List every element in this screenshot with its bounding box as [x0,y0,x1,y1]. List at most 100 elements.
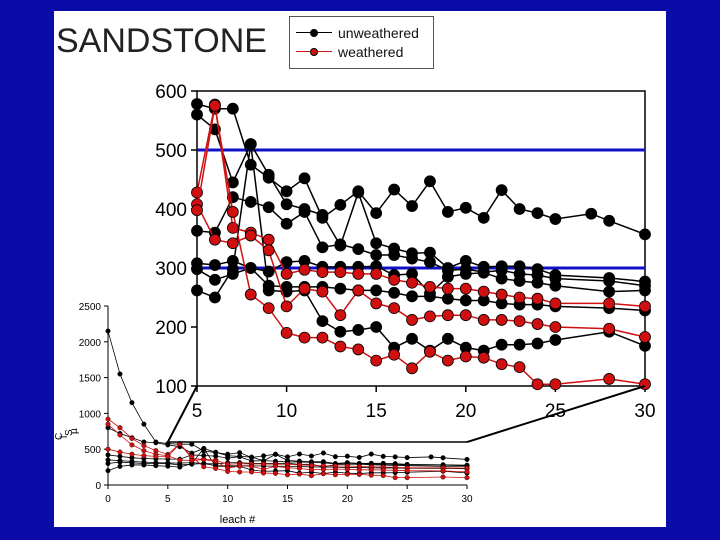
main-point-unweathered [513,338,526,351]
main-point-unweathered [388,249,401,261]
inset-point-unweathered [105,468,111,474]
inset-point-weathered [237,469,243,475]
inset-y-tick-label: 1000 [79,409,102,420]
inset-point-weathered [117,449,123,455]
inset-point-unweathered [440,455,446,461]
inset-point-weathered [141,448,147,454]
main-point-weathered [316,285,329,298]
main-point-unweathered [334,325,347,338]
main-point-weathered [406,314,418,326]
inset-series-line-unweathered [107,459,468,468]
main-point-weathered [316,331,329,344]
main-point-unweathered [209,259,221,271]
inset-point-unweathered [165,442,171,448]
main-point-weathered [280,300,293,313]
inset-point-weathered [320,466,326,472]
main-point-weathered [603,297,616,310]
inset-x-tick-label: 5 [165,494,171,505]
main-point-weathered [459,350,472,363]
main-point-unweathered [513,275,526,287]
main-point-unweathered [531,276,544,289]
main-point-weathered [388,348,401,361]
main-point-unweathered [406,252,418,265]
main-point-weathered [280,326,293,339]
main-point-unweathered [549,334,562,346]
main-point-unweathered [370,207,383,220]
legend-label-weathered: weathered [338,44,404,60]
main-point-unweathered [441,332,454,345]
main-point-unweathered [191,284,203,297]
main-point-weathered [477,314,490,326]
inset-point-unweathered [428,454,434,460]
legend: unweathered weathered [289,16,434,69]
inset-point-weathered [129,442,135,448]
main-point-unweathered [459,267,472,280]
inset-point-weathered [464,469,470,475]
inset-x-tick-label: 15 [282,494,294,505]
inset-series-line-weathered [107,423,468,473]
zoom-connector-left [166,385,198,443]
inset-point-weathered [213,465,219,471]
inset-point-weathered [273,463,279,469]
main-point-unweathered [441,206,454,218]
main-point-unweathered [262,284,275,297]
inset-point-weathered [404,475,410,481]
main-point-weathered [370,354,383,367]
main-point-weathered [334,309,347,322]
main-point-weathered [639,331,651,343]
inset-point-weathered [308,473,314,479]
inset-point-unweathered [237,454,243,460]
inset-point-weathered [237,463,243,469]
inset-point-weathered [177,457,183,463]
main-x-tick-label: 10 [276,401,297,422]
inset-x-axis-label: leach # [220,514,256,526]
main-y-tick-label: 300 [155,259,187,280]
main-point-unweathered [639,228,651,241]
main-point-unweathered [191,224,203,237]
zoom-connector-right [466,385,646,443]
main-point-unweathered [209,291,221,304]
inset-point-weathered [332,466,338,472]
inset-point-weathered [165,454,171,460]
main-point-weathered [513,361,526,374]
inset-point-weathered [105,421,111,427]
main-point-unweathered [370,237,383,250]
inset-x-tick-label: 30 [461,494,473,505]
main-point-unweathered [406,200,418,212]
main-point-weathered [334,340,347,353]
main-point-weathered [280,267,293,280]
main-x-tick-label: 20 [455,401,476,422]
inset-point-weathered [296,465,302,471]
main-point-unweathered [424,175,436,188]
main-point-weathered [370,297,383,310]
inset-point-unweathered [141,421,147,427]
main-point-unweathered [316,208,329,221]
main-point-weathered [639,300,651,313]
main-y-tick-label: 500 [155,141,187,162]
main-point-weathered [406,276,418,289]
inset-point-unweathered [117,371,123,377]
inset-point-weathered [356,467,362,473]
main-point-unweathered [370,284,383,297]
main-point-unweathered [531,337,544,350]
inset-y-tick-label: 2500 [79,302,102,313]
inset-series-line-unweathered [107,427,468,466]
main-point-unweathered [262,168,275,181]
main-point-weathered [549,297,562,310]
inset-point-weathered [285,472,291,478]
inset-point-weathered [213,458,219,464]
main-point-unweathered [477,266,490,279]
inset-series-line-unweathered [107,461,468,470]
inset-x-tick-label: 0 [105,494,111,505]
main-y-tick-label: 600 [155,82,187,103]
inset-point-weathered [273,470,279,476]
main-point-unweathered [495,338,508,351]
main-point-weathered [262,302,275,315]
inset-point-weathered [332,472,338,478]
inset-y-tick-label: 0 [95,481,101,492]
inset-series-line-unweathered [107,447,468,474]
inset-point-weathered [129,435,135,441]
main-point-weathered [388,273,401,286]
main-point-unweathered [370,249,383,261]
